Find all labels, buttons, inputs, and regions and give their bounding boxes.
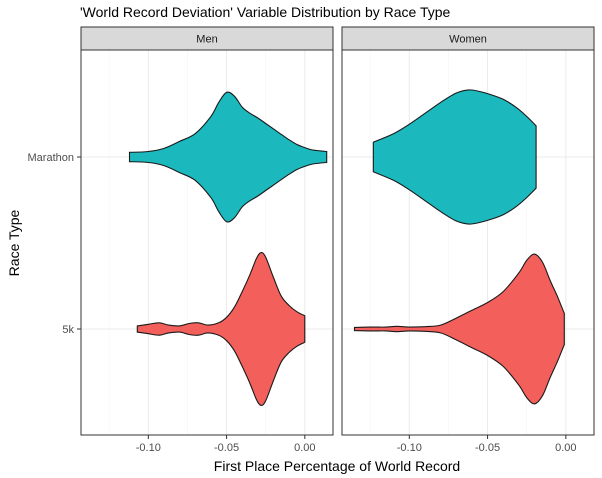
facet-panels: Men -0.10 -0.05 0.00 Women -0.10 -0.05 0.00 [80,26,595,454]
facet-panel-men: Men -0.10 -0.05 0.00 [80,26,334,454]
x-tick-label: -0.10 [136,442,161,454]
violin-women-marathon [372,89,537,225]
chart-title: 'World Record Deviation' Variable Distri… [80,4,451,20]
x-tick-label: 0.00 [555,442,576,454]
violin-women-5k [353,253,565,405]
facet-panel-women: Women -0.10 -0.05 0.00 [341,26,595,454]
facet-strip [80,26,334,51]
x-tick-label: 0.00 [294,442,315,454]
y-axis-title: Race Type [6,209,22,276]
x-tick-label: -0.10 [397,442,422,454]
violin-men-marathon [128,91,328,223]
y-tick-label-5k: 5k [62,324,74,336]
panel-background [81,50,333,435]
y-tick-label-marathon: Marathon [28,152,74,164]
facet-strip-label: Women [449,34,487,46]
x-axis-title: First Place Percentage of World Record [214,458,460,474]
violin-men-5k [136,251,306,407]
facet-strip-label: Men [196,34,217,46]
y-axis: Marathon 5k [28,152,81,336]
x-tick-label: -0.05 [214,442,239,454]
x-tick-label: -0.05 [475,442,500,454]
facet-strip [341,26,595,51]
